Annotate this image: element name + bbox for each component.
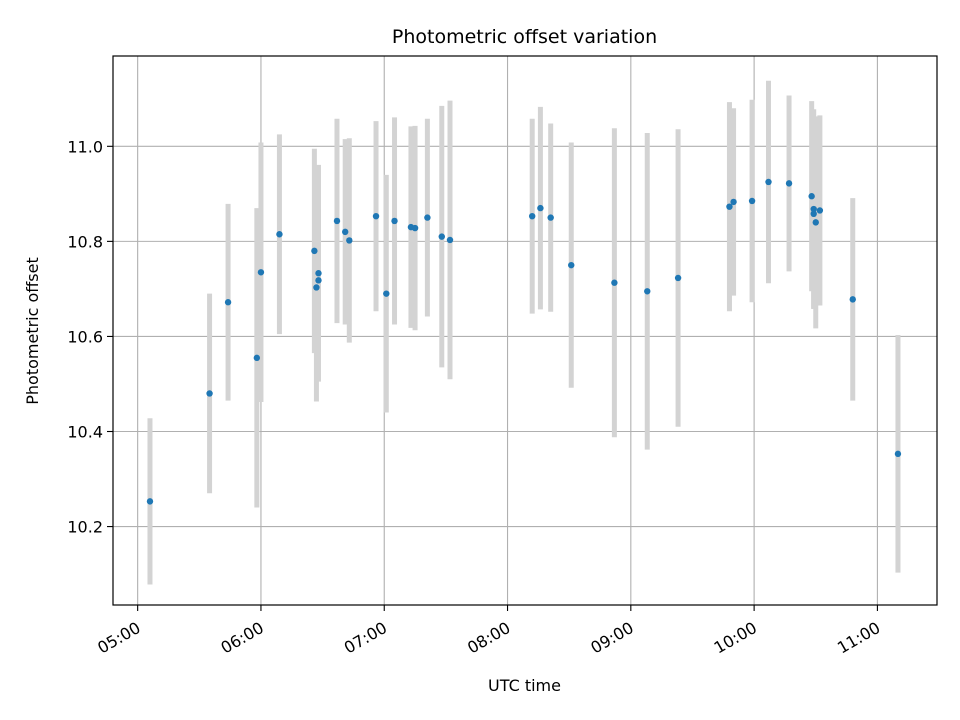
data-point [253,354,261,362]
data-point [785,180,793,187]
data-point [730,198,737,206]
y-tick-label: 10.8 [67,232,103,251]
chart-title: Photometric offset variation [392,26,657,48]
data-point [315,270,322,277]
y-tick-label: 10.2 [67,518,103,537]
data-point [224,299,232,306]
data-point [547,214,554,221]
data-points [146,178,902,505]
data-point [674,274,682,282]
data-point [644,288,651,295]
y-axis-title: Photometric offset [23,257,42,405]
data-point [808,193,815,200]
data-point [568,261,575,269]
data-point [411,224,419,232]
data-point [383,290,390,297]
data-point [315,277,322,284]
data-point [391,217,398,225]
data-point [446,236,454,244]
y-axis-ticks: 10.2 10.4 10.6 10.8 11.0 [67,137,113,537]
data-point [372,212,380,220]
plot-area-frame [112,55,938,606]
data-point [528,212,536,220]
data-point [810,210,817,218]
data-point [333,217,341,225]
data-point [816,207,824,214]
data-point [611,279,618,286]
x-axis-title: UTC time [488,676,561,695]
data-point [346,237,353,244]
data-point [146,498,154,505]
data-point [726,203,733,210]
data-point [537,204,544,212]
y-tick-label: 10.4 [67,423,103,442]
y-tick-label: 10.6 [67,327,103,346]
data-point [748,197,756,205]
data-point [849,296,856,303]
data-point [810,205,817,213]
data-point [276,231,283,238]
data-point [341,228,349,236]
data-point [894,450,902,458]
data-point [257,269,265,276]
data-point [206,390,213,397]
data-point [311,247,318,255]
data-point [812,219,819,226]
data-point [313,284,320,291]
y-tick-label: 11.0 [67,137,103,156]
data-point [424,214,431,221]
data-point [765,178,772,186]
data-point [438,233,445,240]
